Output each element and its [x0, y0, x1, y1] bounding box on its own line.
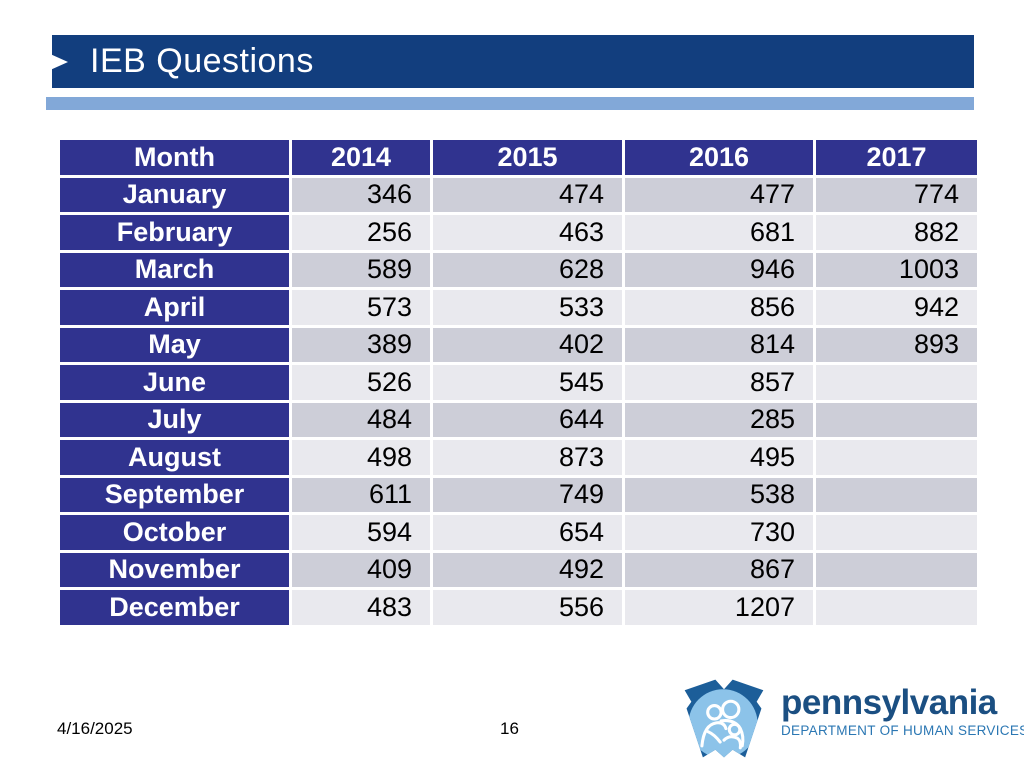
- page-number: 16: [500, 719, 519, 738]
- value-cell: 526: [289, 362, 433, 403]
- value-cell: 483: [289, 587, 433, 628]
- slide-date: 4/16/2025: [57, 719, 133, 738]
- table-row: May 389 402 814 893: [57, 324, 980, 365]
- value-cell: [813, 362, 980, 403]
- value-cell: 556: [430, 587, 625, 628]
- value-cell: 882: [813, 212, 980, 253]
- value-cell: 402: [430, 324, 625, 365]
- month-cell: August: [57, 437, 292, 478]
- value-cell: 545: [430, 362, 625, 403]
- month-cell: February: [57, 212, 292, 253]
- value-cell: 474: [430, 174, 625, 215]
- value-cell: 893: [813, 324, 980, 365]
- value-cell: [813, 474, 980, 515]
- value-cell: 285: [622, 399, 816, 440]
- value-cell: 681: [622, 212, 816, 253]
- value-cell: 256: [289, 212, 433, 253]
- value-cell: 867: [622, 549, 816, 590]
- column-header-2014: 2014: [289, 137, 433, 178]
- value-cell: 654: [430, 512, 625, 553]
- chevron-icon: [39, 48, 68, 75]
- value-cell: 628: [430, 249, 625, 290]
- ieb-questions-table: Month 2014 2015 2016 2017 January 346 47…: [57, 137, 980, 628]
- value-cell: 774: [813, 174, 980, 215]
- value-cell: [813, 437, 980, 478]
- month-cell: October: [57, 512, 292, 553]
- month-cell: March: [57, 249, 292, 290]
- table-row: July 484 644 285: [57, 399, 980, 440]
- table-row: March 589 628 946 1003: [57, 249, 980, 290]
- value-cell: 346: [289, 174, 433, 215]
- value-cell: 730: [622, 512, 816, 553]
- value-cell: 873: [430, 437, 625, 478]
- table-row: October 594 654 730: [57, 512, 980, 553]
- value-cell: 484: [289, 399, 433, 440]
- value-cell: 589: [289, 249, 433, 290]
- column-header-2017: 2017: [813, 137, 980, 178]
- table-row: August 498 873 495: [57, 437, 980, 478]
- table-row: February 256 463 681 882: [57, 212, 980, 253]
- value-cell: 644: [430, 399, 625, 440]
- table-row: November 409 492 867: [57, 549, 980, 590]
- table-row: September 611 749 538: [57, 474, 980, 515]
- month-cell: September: [57, 474, 292, 515]
- value-cell: 611: [289, 474, 433, 515]
- value-cell: 857: [622, 362, 816, 403]
- logo-subtitle: DEPARTMENT OF HUMAN SERVICES: [781, 723, 1024, 738]
- column-header-month: Month: [57, 137, 292, 178]
- value-cell: 533: [430, 287, 625, 328]
- table-row: June 526 545 857: [57, 362, 980, 403]
- value-cell: 594: [289, 512, 433, 553]
- value-cell: 1003: [813, 249, 980, 290]
- month-cell: January: [57, 174, 292, 215]
- value-cell: 946: [622, 249, 816, 290]
- month-cell: July: [57, 399, 292, 440]
- month-cell: April: [57, 287, 292, 328]
- keystone-icon: [684, 679, 764, 758]
- month-cell: May: [57, 324, 292, 365]
- month-cell: November: [57, 549, 292, 590]
- value-cell: 749: [430, 474, 625, 515]
- table-row: January 346 474 477 774: [57, 174, 980, 215]
- value-cell: 814: [622, 324, 816, 365]
- value-cell: 1207: [622, 587, 816, 628]
- table-header-row: Month 2014 2015 2016 2017: [57, 137, 980, 178]
- pa-dhs-logo: pennsylvania DEPARTMENT OF HUMAN SERVICE…: [676, 678, 1024, 760]
- value-cell: [813, 587, 980, 628]
- column-header-2016: 2016: [622, 137, 816, 178]
- value-cell: 495: [622, 437, 816, 478]
- value-cell: 492: [430, 549, 625, 590]
- value-cell: 942: [813, 287, 980, 328]
- value-cell: 477: [622, 174, 816, 215]
- column-header-2015: 2015: [430, 137, 625, 178]
- value-cell: 389: [289, 324, 433, 365]
- value-cell: 856: [622, 287, 816, 328]
- value-cell: 573: [289, 287, 433, 328]
- table-row: December 483 556 1207: [57, 587, 980, 628]
- month-cell: June: [57, 362, 292, 403]
- accent-strip: [46, 97, 974, 110]
- value-cell: 463: [430, 212, 625, 253]
- value-cell: 409: [289, 549, 433, 590]
- logo-name: pennsylvania: [781, 683, 997, 722]
- value-cell: [813, 512, 980, 553]
- month-cell: December: [57, 587, 292, 628]
- title-banner: IEB Questions: [39, 35, 974, 88]
- table-row: April 573 533 856 942: [57, 287, 980, 328]
- value-cell: [813, 399, 980, 440]
- value-cell: 498: [289, 437, 433, 478]
- logo-text: pennsylvania DEPARTMENT OF HUMAN SERVICE…: [781, 678, 1024, 738]
- value-cell: [813, 549, 980, 590]
- value-cell: 538: [622, 474, 816, 515]
- page-title: IEB Questions: [90, 42, 314, 80]
